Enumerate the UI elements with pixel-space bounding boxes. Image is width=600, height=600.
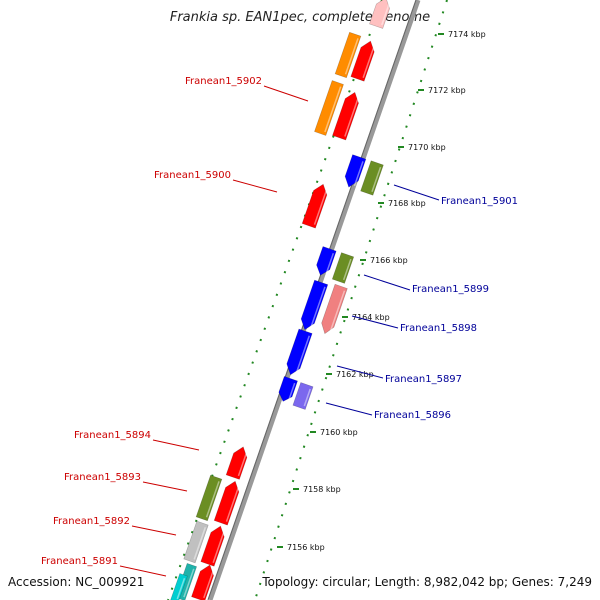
gene-arrow-highlight [309,286,326,329]
gene-arrow-highlight [303,388,311,407]
gene-features [170,0,392,600]
gene-arrow[interactable] [334,31,362,79]
tick-label: 7166 kbp [370,256,408,265]
gene-arrow[interactable] [360,160,384,196]
gene-arrow-highlight [225,485,240,522]
gene-arrow-highlight [344,38,359,75]
tick-label: 7164 kbp [352,313,390,322]
gene-arrow-highlight [324,86,342,133]
gene-label[interactable]: Franean1_5897 [385,374,462,385]
gene-arrow[interactable] [195,474,223,522]
gene-arrow-highlight [193,527,207,560]
gene-label[interactable]: Franean1_5896 [374,410,451,421]
gene-arrow-highlight [237,451,248,477]
gene-arrow[interactable] [191,563,216,600]
label-leader-line [363,274,411,291]
gene-arrow[interactable] [284,328,313,377]
label-leader-line [142,481,188,492]
gene-arrow[interactable] [292,382,314,410]
gene-arrow-highlight [325,252,335,275]
gene-arrow[interactable] [183,520,209,564]
gene-arrow[interactable] [342,154,367,190]
gene-arrow[interactable] [331,252,355,284]
tick-label: 7162 kbp [336,370,374,379]
label-leader-line [119,565,167,577]
label-leader-line [263,85,309,102]
accession-info: Accession: NC_009921 [8,575,145,589]
gene-arrow-highlight [205,481,220,518]
gene-arrow[interactable] [213,479,242,526]
gene-label[interactable]: Franean1_5901 [441,196,518,207]
gene-label[interactable]: Franean1_5892 [53,516,130,527]
gene-arrow-highlight [176,578,186,600]
tick-label: 7170 kbp [408,143,446,152]
gene-arrow[interactable] [200,524,227,567]
tick-label: 7160 kbp [320,428,358,437]
gene-label[interactable]: Franean1_5893 [64,472,141,483]
gene-label[interactable]: Franean1_5902 [185,76,262,87]
gene-arrow[interactable] [225,445,250,480]
gene-arrow[interactable] [369,0,392,29]
gene-labels: Franean1_5902 Franean1_5900 Franean1_5901 F… [41,76,518,577]
label-leader-line [393,184,440,201]
gene-arrow-highlight [329,290,346,333]
gene-arrow[interactable] [314,80,344,136]
gene-arrow-highlight [203,569,215,599]
topology-info: Topology: circular; Length: 8,982,042 bp… [262,575,592,589]
scale-ticks: 7174 kbp 7172 kbp 7170 kbp 7168 kbp 7166 kbp… [277,30,486,552]
gene-arrow-highlight [362,45,376,78]
gene-arrow[interactable] [314,246,337,277]
gene-arrow-highlight [183,568,195,598]
gene-label[interactable]: Franean1_5900 [154,170,231,181]
gene-arrow-highlight [353,161,364,187]
tick-label: 7174 kbp [448,30,486,39]
gene-arrow-highlight [342,258,352,281]
gene-arrow[interactable] [350,39,377,82]
gene-label[interactable]: Franean1_5899 [412,284,489,295]
gene-label[interactable]: Franean1_5894 [74,430,151,441]
gene-arrow-highlight [212,530,226,563]
gene-arrow-highlight [313,188,328,225]
tick-label: 7168 kbp [388,199,426,208]
map-title: Frankia sp. EAN1pec, complete genome [169,10,431,25]
tick-label: 7158 kbp [303,485,341,494]
tick-label: 7156 kbp [287,543,325,552]
gene-arrow[interactable] [319,283,348,335]
gene-label[interactable]: Franean1_5891 [41,556,118,567]
label-leader-line [131,525,177,536]
gene-arrow-highlight [344,96,360,137]
gene-arrow-highlight [371,166,382,193]
label-leader-line [336,365,384,379]
gene-arrow[interactable] [276,375,298,403]
label-leader-line [351,315,399,329]
gene-arrow[interactable] [332,90,362,141]
gene-arrow-highlight [295,335,310,374]
gene-arrow[interactable] [298,279,329,332]
gene-arrow-highlight [381,2,391,26]
gene-label[interactable]: Franean1_5898 [400,323,477,334]
gene-arrow-highlight [288,382,296,401]
gene-arrow[interactable] [301,182,330,229]
tick-label: 7172 kbp [428,86,466,95]
label-leader-line [232,179,278,193]
label-leader-line [152,439,200,451]
label-leader-line [325,402,373,416]
